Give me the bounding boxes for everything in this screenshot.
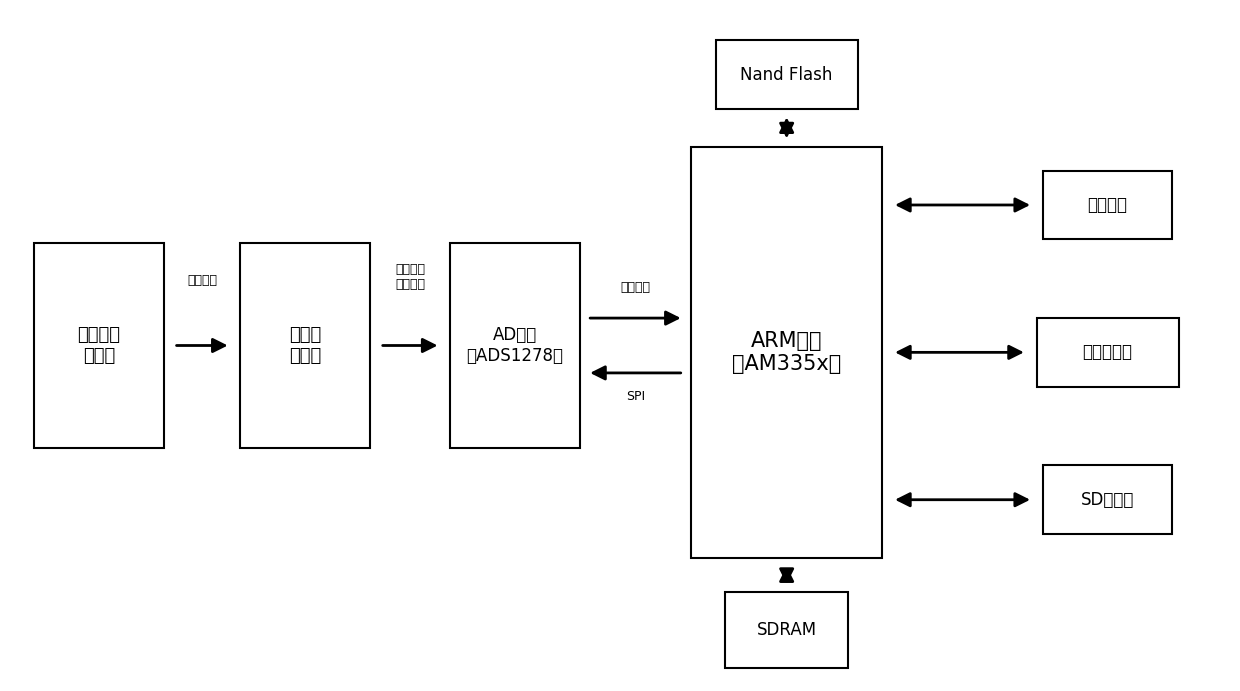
Text: 声音信号
传感器: 声音信号 传感器	[78, 326, 120, 365]
Text: 模拟信号: 模拟信号	[187, 274, 217, 287]
Bar	[450, 243, 580, 448]
Bar	[1043, 171, 1172, 239]
Bar	[1037, 318, 1178, 387]
Bar	[715, 41, 858, 109]
Text: AD模块
（ADS1278）: AD模块 （ADS1278）	[466, 326, 563, 365]
Bar	[241, 243, 370, 448]
Bar	[725, 592, 848, 668]
Text: 串口接口: 串口接口	[1087, 196, 1127, 214]
Text: SDRAM: SDRAM	[756, 621, 817, 639]
Text: 数字信号: 数字信号	[620, 281, 651, 294]
Bar	[1043, 466, 1172, 534]
Text: 调理后的
模拟信号: 调理后的 模拟信号	[396, 263, 425, 291]
Text: 前端调
理电路: 前端调 理电路	[289, 326, 321, 365]
Bar	[691, 146, 883, 558]
Text: SD卡模块: SD卡模块	[1081, 491, 1135, 509]
Text: 以太网接口: 以太网接口	[1083, 343, 1132, 361]
Text: ARM平台
（AM335x）: ARM平台 （AM335x）	[732, 331, 841, 374]
Text: Nand Flash: Nand Flash	[740, 66, 833, 84]
Bar	[35, 243, 164, 448]
Text: SPI: SPI	[626, 390, 645, 404]
